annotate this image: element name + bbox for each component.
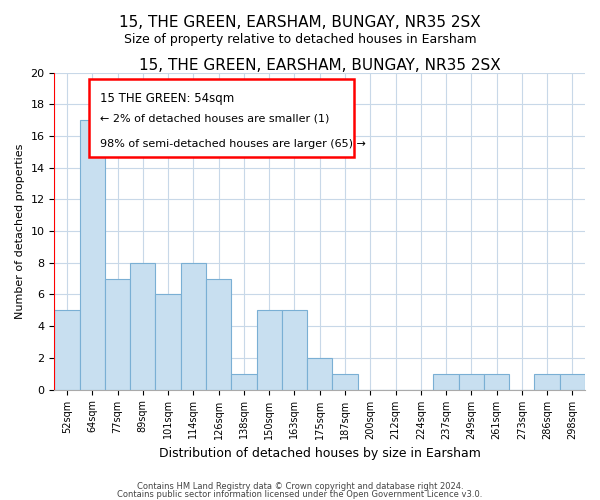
Bar [206, 278, 231, 390]
Y-axis label: Number of detached properties: Number of detached properties [15, 144, 25, 318]
Bar [282, 310, 307, 390]
Bar [433, 374, 458, 390]
Bar [105, 278, 130, 390]
Bar [55, 310, 80, 390]
Text: 15 THE GREEN: 54sqm: 15 THE GREEN: 54sqm [100, 92, 234, 104]
Text: 98% of semi-detached houses are larger (65) →: 98% of semi-detached houses are larger (… [100, 139, 365, 149]
Bar [458, 374, 484, 390]
Text: Contains public sector information licensed under the Open Government Licence v3: Contains public sector information licen… [118, 490, 482, 499]
Title: 15, THE GREEN, EARSHAM, BUNGAY, NR35 2SX: 15, THE GREEN, EARSHAM, BUNGAY, NR35 2SX [139, 58, 500, 72]
Text: 15, THE GREEN, EARSHAM, BUNGAY, NR35 2SX: 15, THE GREEN, EARSHAM, BUNGAY, NR35 2SX [119, 15, 481, 30]
Bar [332, 374, 358, 390]
Bar [307, 358, 332, 390]
Bar [80, 120, 105, 390]
Bar [560, 374, 585, 390]
Text: Contains HM Land Registry data © Crown copyright and database right 2024.: Contains HM Land Registry data © Crown c… [137, 482, 463, 491]
Bar [155, 294, 181, 390]
Bar [130, 262, 155, 390]
Text: Size of property relative to detached houses in Earsham: Size of property relative to detached ho… [124, 32, 476, 46]
X-axis label: Distribution of detached houses by size in Earsham: Distribution of detached houses by size … [159, 447, 481, 460]
Bar [257, 310, 282, 390]
Text: ← 2% of detached houses are smaller (1): ← 2% of detached houses are smaller (1) [100, 114, 329, 124]
FancyBboxPatch shape [89, 79, 354, 156]
Bar [535, 374, 560, 390]
Bar [484, 374, 509, 390]
Bar [231, 374, 257, 390]
Bar [181, 262, 206, 390]
